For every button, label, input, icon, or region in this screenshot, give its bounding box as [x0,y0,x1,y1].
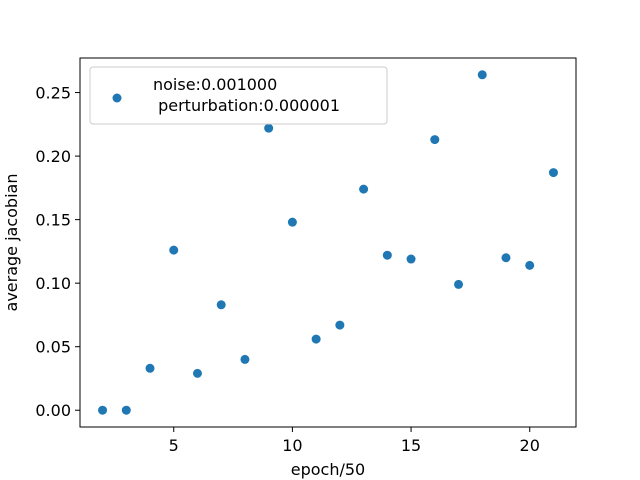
y-axis-ticks: 0.00 0.05 0.10 0.15 0.20 0.25 [35,84,80,420]
legend: noise:0.001000 perturbation:0.000001 [89,66,388,125]
data-point [359,184,369,194]
data-point [169,245,179,255]
data-point [406,254,416,264]
data-point [335,320,345,330]
y-axis-label: average jacobian [2,174,21,312]
y-tick-label: 0.00 [35,401,71,420]
data-point [287,217,297,227]
data-point [525,260,535,270]
x-tick-label: 5 [169,436,179,455]
data-point [192,368,202,378]
data-point [548,168,558,178]
legend-marker [112,93,122,103]
data-point [121,405,131,415]
plot-frame [79,57,577,428]
data-point [454,279,464,289]
data-point [382,250,392,260]
data-point [264,123,274,133]
data-point [216,300,226,310]
data-point [240,354,250,364]
x-tick-label: 10 [282,436,302,455]
x-tick-label: 15 [401,436,421,455]
y-tick-label: 0.25 [35,84,71,103]
data-points [98,70,558,415]
y-tick-label: 0.15 [35,211,71,230]
x-axis-label: epoch/50 [291,460,365,479]
x-tick-label: 20 [520,436,540,455]
legend-label-line2: perturbation:0.000001 [153,96,340,115]
data-point [501,253,511,263]
y-tick-label: 0.10 [35,274,71,293]
x-axis-ticks: 5 10 15 20 [169,427,540,455]
data-point [430,135,440,145]
data-point [311,334,321,344]
data-point [145,363,155,373]
legend-label-line1: noise:0.001000 [153,75,277,94]
data-point [477,70,487,80]
data-point [98,405,108,415]
y-tick-label: 0.05 [35,338,71,357]
legend-box [89,66,388,125]
y-tick-label: 0.20 [35,147,71,166]
